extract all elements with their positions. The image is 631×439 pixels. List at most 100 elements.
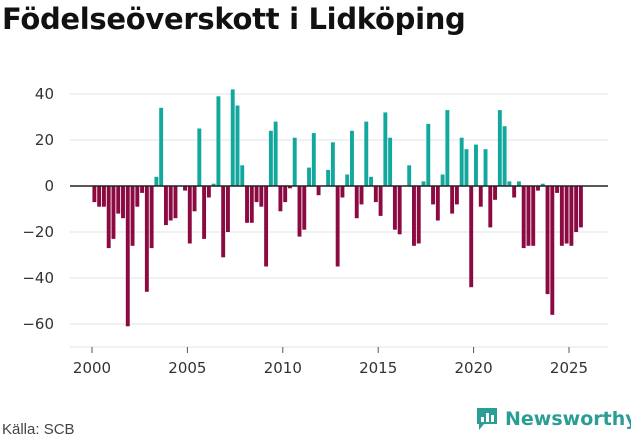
bar [421,181,426,186]
bar [202,186,207,239]
y-tick-label: 40 [35,85,54,103]
bar [559,186,564,246]
bar [555,186,560,193]
bar [550,186,555,315]
bar [493,186,498,200]
bar [545,186,550,295]
bar [297,186,302,237]
bar [288,186,292,189]
bar [474,144,478,186]
bar [140,186,145,193]
y-tick-label: 20 [35,131,54,149]
bar [245,186,249,223]
bar [454,186,459,205]
bar [116,186,121,214]
y-tick-label: −60 [22,315,54,333]
bar [531,186,536,246]
bar [106,186,111,249]
bar [373,186,378,203]
bar [383,112,388,186]
bar [307,167,311,186]
bar [540,183,545,186]
bar [125,186,130,327]
bar [464,149,469,186]
bar [230,89,235,186]
x-tick-label: 2020 [455,359,493,377]
bar [92,186,97,203]
bar [330,142,335,186]
bar [168,186,173,221]
bar [340,186,345,198]
bar [397,186,402,235]
bar [268,130,273,186]
x-tick-label: 2000 [73,359,111,377]
bar-chart: 40 20 0 −20 −40 −60 2000 2005 2010 2015 2020 2025 [22,85,608,377]
chart-title: Födelseöverskott i Lidköping [2,2,466,36]
bar [488,186,493,228]
bar [478,186,483,207]
bar [459,137,464,186]
bar [206,186,211,198]
brand-name: Newsworthy [505,408,631,430]
bar [512,186,517,198]
bar [440,174,445,186]
x-tick-label: 2025 [550,359,588,377]
bar [578,186,583,228]
bar [197,128,202,186]
y-tick-label: −20 [22,223,54,241]
bar [264,186,269,267]
bar [469,186,474,288]
bar [144,186,149,292]
bar [283,186,288,203]
bar [502,126,507,186]
y-tick-label: −40 [22,269,54,287]
bar [211,183,216,186]
bar [416,186,421,244]
bar [450,186,455,214]
bar [159,107,164,186]
bar [187,186,192,244]
bar [526,186,531,246]
bar [326,169,331,186]
bar [516,181,521,186]
bar [111,186,116,239]
bar [345,174,350,186]
bar [101,186,106,207]
bar [497,110,502,186]
x-tick-label: 2010 [264,359,302,377]
bar [225,186,230,232]
bar [192,186,197,212]
bar [350,130,354,186]
bar [445,110,450,186]
bar [121,186,125,219]
bar [536,186,540,191]
newsworthy-logo-icon [477,408,497,430]
bar [292,137,297,186]
x-tick-label: 2015 [359,359,397,377]
brand-logo[interactable]: Newsworthy [475,406,631,432]
bar [278,186,283,212]
bar [359,186,364,205]
bar [483,149,488,186]
bar [216,96,221,186]
bar [149,186,154,249]
bars [92,89,583,327]
bar [273,121,278,186]
bar [412,186,416,246]
bar [507,181,512,186]
y-axis-ticks: 40 20 0 −20 −40 −60 [22,85,54,333]
y-tick-label: 0 [44,177,54,195]
bar [302,186,307,230]
bar [378,186,383,216]
bar [521,186,526,249]
x-axis-ticks: 2000 2005 2010 2015 2020 2025 [73,347,588,377]
bar [316,186,321,196]
bar [154,176,159,186]
bar [163,186,168,226]
bar [249,186,254,223]
bar [431,186,436,205]
bar [435,186,440,221]
x-tick-label: 2005 [168,359,206,377]
bar [235,105,240,186]
bar [354,186,359,219]
